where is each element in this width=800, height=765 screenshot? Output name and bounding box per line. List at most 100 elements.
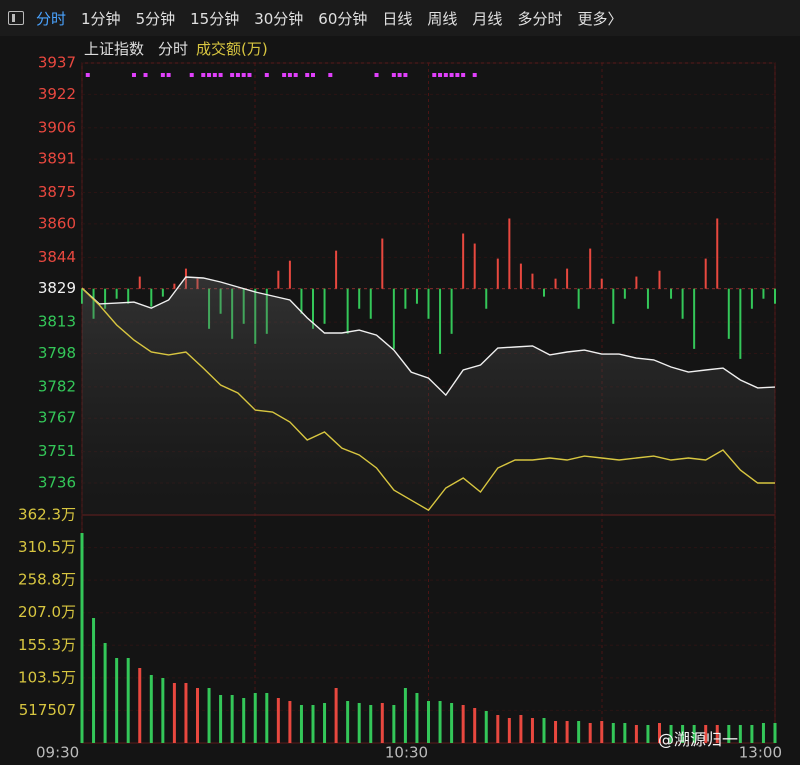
volume-bar [253,693,257,743]
volume-bar [623,722,627,743]
volume-bar [658,722,661,743]
panel-toggle[interactable] [8,11,24,25]
x-tick-label: 13:00 [739,744,782,762]
tab[interactable]: 1分钟 [81,9,121,28]
watermark: @溯源归一 [658,730,739,749]
signal-marker [403,73,408,77]
breadth-bar [508,218,511,289]
volume-bar [542,718,546,743]
volume-bar [207,687,211,743]
y-tick-label: 3875 [38,183,76,201]
breadth-bar [635,276,638,289]
volume-bar [230,695,234,743]
breadth-bar [462,233,465,289]
volume-bar [496,714,500,743]
breadth-bar [104,288,107,309]
breadth-bar [750,288,753,309]
volume-bar [554,721,558,743]
breadth-bar [358,288,361,309]
volume-bar [126,658,130,743]
breadth-bar [693,288,696,349]
volume-bar [519,714,523,743]
y2-tick-label: 155.3万 [18,636,76,654]
volume-bar [196,687,199,743]
volume-bar [149,675,153,743]
signal-marker [432,73,437,77]
tab[interactable]: 30分钟 [254,9,304,28]
volume-bar [103,643,107,743]
tab[interactable]: 日线 [382,9,413,28]
breadth-bar [150,288,153,307]
y-tick-label: 3860 [38,214,76,232]
volume-bar [692,724,696,743]
breadth-bar [300,288,303,314]
volume-bar [380,703,384,743]
breadth-bar [427,288,430,319]
breadth-bar [161,288,164,297]
volume-bar [750,724,754,743]
y-tick-label: 3751 [38,442,76,460]
breadth-bar [335,250,338,289]
volume-bar [646,724,650,743]
breadth-bar [543,288,545,297]
volume-bar [507,718,511,743]
tab[interactable]: 15分钟 [190,9,240,28]
signal-marker [282,73,287,77]
chart-header: 上证指数 分时 成交额(万) [84,38,268,59]
signal-marker [201,73,206,77]
indicator-label: 成交额(万) [196,40,268,58]
signal-marker [287,73,292,77]
breadth-bar [612,288,615,324]
mode-label: 分时 [158,40,189,58]
breadth-bar [600,278,603,289]
breadth-bar [312,288,314,329]
volume-bar [427,701,430,743]
tab[interactable]: 月线 [472,9,503,28]
y-tick-label: 3922 [38,85,76,103]
signal-marker [189,73,194,77]
breadth-bar [485,288,488,309]
breadth-bar [346,288,349,334]
breadth-bar [739,288,742,359]
breadth-bar [381,238,384,289]
toolbar: 分时 1分钟 5分钟 15分钟 30分钟 60分钟 日线 周线 月线 多分时 更多〉 [0,0,800,36]
signal-marker [85,73,90,77]
y2-tick-label: 310.5万 [18,538,76,556]
signal-marker [443,73,448,77]
price-line [81,287,775,512]
x-tick-label: 09:30 [36,744,79,762]
tab[interactable]: 多分时 [517,9,563,28]
signal-marker [212,73,217,77]
y-tick-label: 3829 [38,279,76,297]
breadth-bar [519,263,522,289]
signal-marker [311,73,315,77]
tab[interactable]: 分时 [36,9,67,28]
volume-bar [161,678,165,743]
signal-marker [438,73,443,77]
volume-bar [172,683,176,743]
volume-bar [611,722,615,743]
volume-bar [357,703,361,743]
breadth-bar [554,278,557,289]
breadth-bar [323,288,326,324]
volume-bar [773,722,777,743]
tab[interactable]: 5分钟 [135,9,176,28]
volume-bar [92,618,96,743]
signal-marker [143,73,148,77]
y-tick-label: 3891 [38,150,76,168]
volume-bar [323,703,327,743]
tab[interactable]: 60分钟 [318,9,368,28]
y2-tick-label: 103.5万 [18,668,76,686]
tab[interactable]: 更多〉 [577,9,623,28]
volume-bar [738,724,742,743]
tab[interactable]: 周线 [427,9,458,28]
volume-bar [761,722,765,743]
volume-bar [311,704,315,743]
volume-bar [276,697,280,743]
volume-bar [138,668,142,743]
breadth-bar [704,258,707,289]
breadth-bar [439,288,442,354]
y2-tick-label: 362.3万 [18,506,76,524]
